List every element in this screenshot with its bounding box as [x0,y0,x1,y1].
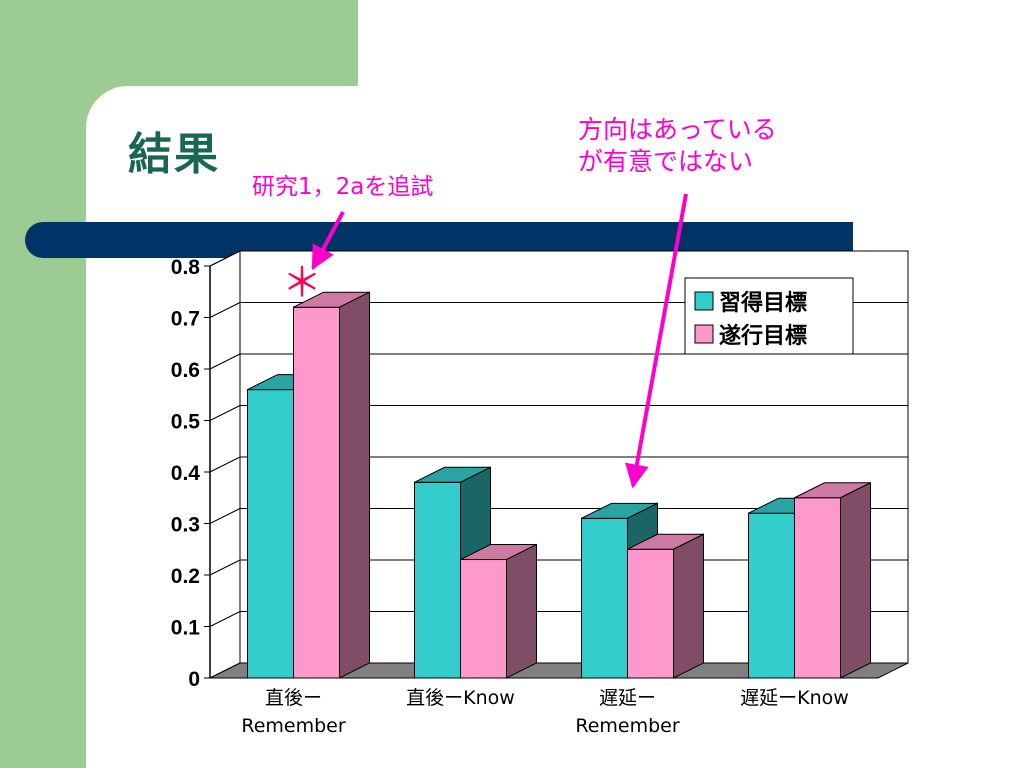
y-tick-label: 0.3 [171,514,200,537]
legend-swatch [694,324,714,344]
annotation-arrows: ＊ [282,193,688,489]
bar-side [506,543,537,679]
significance-mark: ＊ [282,260,322,306]
gridline-side [209,559,241,576]
legend-label: 遂行目標 [719,323,807,349]
annotation-replication: 研究1，2aを追試 [252,174,434,200]
bar [794,481,871,679]
y-tick-label: 0.6 [171,359,200,382]
slide-panel-top [358,0,1024,86]
chart-bars [247,291,871,679]
gridline-side [209,250,241,267]
x-tick-label: 遅延ー Remember [575,687,679,737]
y-tick-label: 0.5 [171,411,201,434]
y-tick-label: 0.4 [171,462,201,485]
gridline-side [209,353,241,370]
bar-front [460,559,507,679]
bar [460,543,537,679]
y-tick-labels: 0 0.1 0.2 0.3 0.4 0.5 0.6 0.7 0.8 [171,256,201,691]
y-tick-label: 0.8 [171,256,201,279]
y-tick-label: 0.1 [171,617,201,640]
bar-front [414,481,461,679]
y-tick-label: 0.2 [171,565,200,588]
legend-swatch [694,291,714,311]
annotation-not-significant: 方向はあっている が有意ではない [578,115,777,176]
arrow-to-delayed-remember [625,193,688,489]
bar [293,291,370,679]
gridline-side [209,456,241,473]
x-tick-label: 直後ーKnow [406,687,515,709]
bar-front [627,548,674,679]
bar-front [748,512,795,679]
y-tick-label: 0 [188,668,200,691]
arrow-to-significance [311,211,345,271]
bar-front [293,306,340,679]
x-tick-labels: 直後ー Remember 直後ーKnow 遅延ー Remember 遅延ーKnow [241,687,848,737]
legend-label: 習得目標 [719,290,807,316]
bar-front [794,497,841,679]
bar-side [339,291,370,679]
gridline-side [209,508,241,524]
gridline-side [209,405,241,421]
bar [627,533,704,679]
bar-front [247,389,294,679]
x-tick-label: 遅延ーKnow [740,687,849,709]
bar-side [673,533,704,679]
slide-title: 結果 [128,129,220,180]
bar-front [581,517,628,679]
gridline-side [209,611,241,627]
bar-side [840,481,871,679]
y-tick-label: 0.7 [171,308,200,331]
gridline-side [209,302,241,318]
x-tick-label: 直後ー Remember [241,687,345,737]
